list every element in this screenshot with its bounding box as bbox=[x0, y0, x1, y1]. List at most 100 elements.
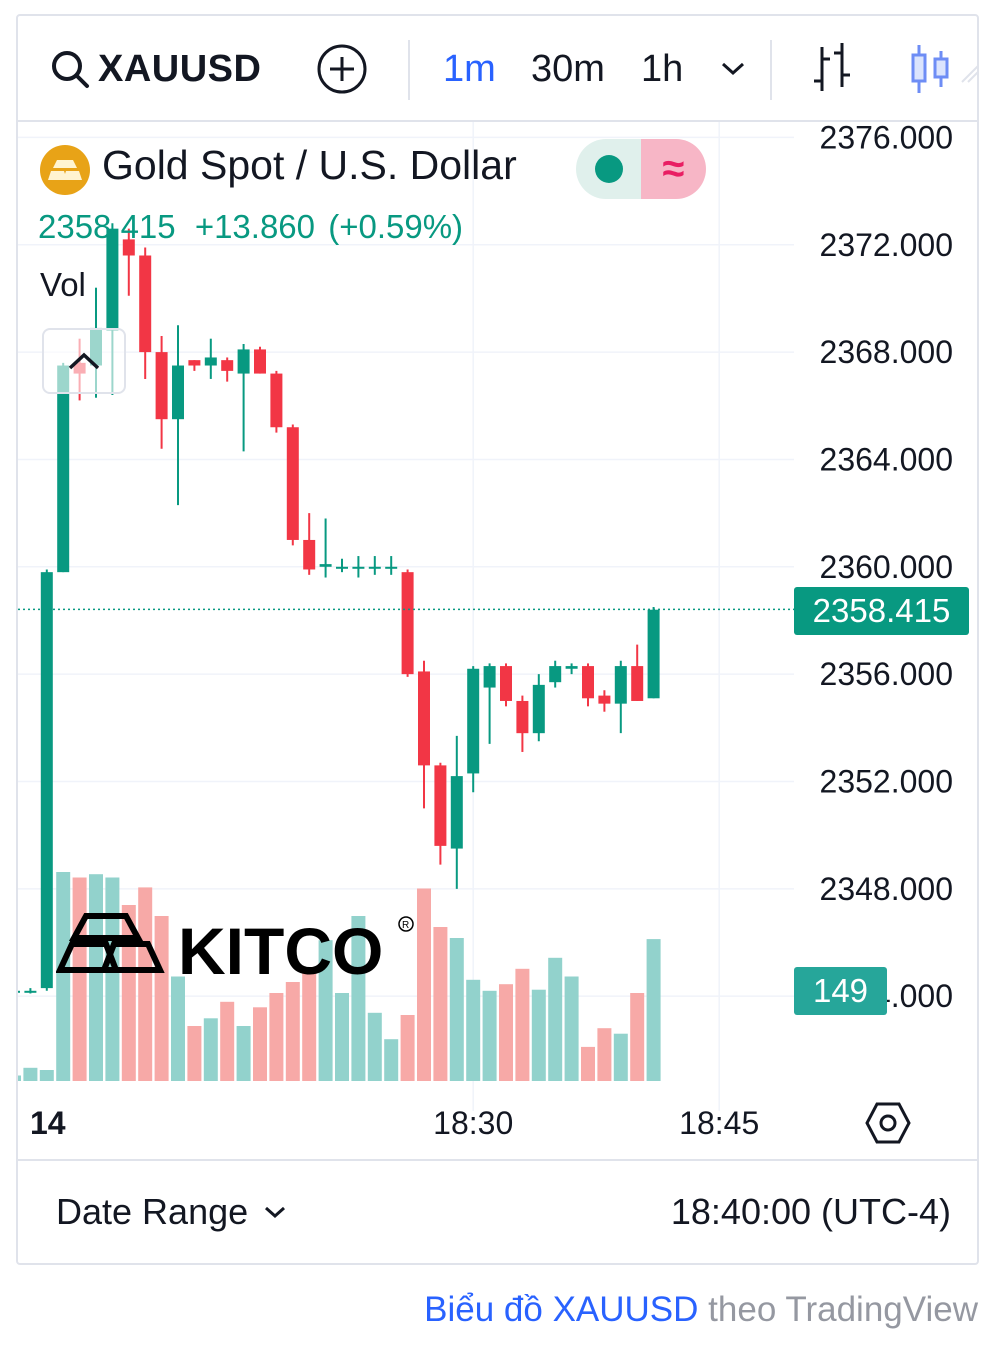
volume-bar bbox=[253, 1007, 267, 1081]
x-axis-tick-label: 18:30 bbox=[433, 1105, 513, 1141]
more-tools-icon[interactable] bbox=[960, 16, 980, 122]
candle-body bbox=[40, 572, 53, 989]
timeframe-1m[interactable]: 1m bbox=[443, 47, 496, 90]
candle-body bbox=[204, 357, 217, 366]
volume-bar bbox=[285, 982, 300, 1081]
candle-body bbox=[106, 228, 119, 331]
collapse-legend-button[interactable] bbox=[42, 328, 126, 394]
candle-body bbox=[385, 566, 398, 569]
fade-lines-icon bbox=[961, 65, 979, 83]
y-axis-tick-label: 2348.000 bbox=[820, 871, 953, 907]
candle-body bbox=[336, 566, 348, 569]
candle-body bbox=[418, 671, 430, 766]
chart-toolbar: XAUUSD 1m 30m 1h bbox=[18, 16, 980, 122]
candle-body bbox=[582, 666, 594, 699]
volume-bar bbox=[138, 887, 153, 1081]
volume-bar bbox=[302, 971, 317, 1081]
volume-bar bbox=[236, 1026, 251, 1081]
compare-button[interactable] bbox=[316, 16, 368, 122]
symbol-search[interactable]: XAUUSD bbox=[50, 16, 261, 122]
kitco-wordmark: KITCO bbox=[178, 914, 383, 982]
y-axis-tick-label: 2372.000 bbox=[820, 227, 953, 263]
kitco-logo-icon: KITCO R bbox=[55, 913, 414, 988]
candle-body bbox=[155, 352, 168, 420]
candle-body bbox=[467, 668, 480, 774]
timeframe-30m[interactable]: 30m bbox=[531, 47, 605, 90]
green-dot-icon bbox=[594, 155, 623, 183]
volume-bar bbox=[220, 1001, 235, 1081]
candlestick-chart[interactable]: 2376.000 2372.000 2368.000 2364.000 2360.000… bbox=[18, 122, 977, 1162]
volume-bar bbox=[367, 1012, 382, 1081]
volume-bar bbox=[56, 872, 71, 1081]
chevron-down-icon bbox=[721, 62, 745, 76]
volume-bar bbox=[269, 993, 284, 1081]
candle-body bbox=[237, 349, 250, 374]
volume-bar bbox=[171, 976, 185, 1081]
candle-body bbox=[18, 990, 20, 993]
search-icon bbox=[52, 51, 89, 88]
candle-body bbox=[319, 564, 332, 567]
candle-body bbox=[631, 666, 644, 701]
settings-icon[interactable] bbox=[865, 1100, 911, 1146]
svg-text:R: R bbox=[402, 920, 409, 931]
candle-body bbox=[352, 566, 365, 569]
volume-bar bbox=[466, 979, 481, 1081]
volume-bar bbox=[105, 877, 120, 1081]
volume-bar bbox=[482, 990, 497, 1081]
candle-body bbox=[401, 572, 414, 675]
toolbar-divider bbox=[770, 40, 772, 100]
kitco-watermark: KITCO R bbox=[55, 910, 416, 988]
date-range-button[interactable]: Date Range bbox=[56, 1161, 288, 1263]
volume-bar bbox=[581, 1046, 595, 1081]
legend-quote: 2358.415 +13.860 (+0.59%) bbox=[38, 208, 463, 246]
candle-body bbox=[549, 666, 562, 683]
candle-body bbox=[368, 566, 381, 569]
volume-bar bbox=[449, 938, 464, 1081]
timezone-clock[interactable]: 18:40:00 (UTC-4) bbox=[670, 1191, 951, 1232]
chart-area[interactable]: 2376.000 2372.000 2368.000 2364.000 2360.000… bbox=[18, 122, 977, 1162]
candle-body bbox=[516, 700, 529, 734]
attribution-link[interactable]: Biểu đồ XAUUSD bbox=[424, 1290, 699, 1329]
market-status-pill[interactable]: ≈ bbox=[576, 139, 706, 199]
volume-bar bbox=[433, 927, 448, 1081]
x-axis-tick-label: 14 bbox=[30, 1105, 66, 1141]
volume-bar bbox=[89, 874, 103, 1081]
volume-bar bbox=[39, 1070, 54, 1081]
candle-body bbox=[303, 539, 316, 570]
candle-style-button[interactable] bbox=[906, 16, 956, 122]
candle-body bbox=[483, 666, 496, 688]
timeframe-dropdown[interactable] bbox=[718, 16, 748, 122]
volume-bar bbox=[121, 905, 136, 1081]
x-axis-tick-label: 18:45 bbox=[679, 1105, 759, 1141]
volume-tag: 149 bbox=[794, 967, 887, 1015]
volume-bar bbox=[564, 976, 579, 1081]
volume-bar bbox=[23, 1067, 38, 1081]
candle-body bbox=[172, 365, 184, 420]
candle-body bbox=[532, 684, 545, 734]
market-open-indicator bbox=[576, 139, 641, 199]
y-axis-tick-label: 2368.000 bbox=[820, 334, 953, 370]
candle-body bbox=[221, 360, 234, 371]
volume-bar bbox=[597, 1028, 612, 1081]
volume-bar bbox=[499, 984, 513, 1081]
volume-bar bbox=[18, 1075, 21, 1081]
volume-bar bbox=[335, 993, 349, 1081]
chevron-up-icon bbox=[68, 352, 100, 370]
chart-footer: Date Range 18:40:00 (UTC-4) bbox=[18, 1159, 977, 1263]
price-change-pct: (+0.59%) bbox=[328, 208, 464, 245]
volume-bar bbox=[646, 939, 661, 1081]
chart-widget: XAUUSD 1m 30m 1h bbox=[16, 14, 979, 1265]
chevron-down-icon bbox=[265, 1206, 286, 1219]
timeframe-1h[interactable]: 1h bbox=[641, 47, 684, 90]
candle-body bbox=[254, 349, 266, 374]
volume-bar bbox=[548, 957, 563, 1081]
y-axis-tick-label: 2356.000 bbox=[820, 656, 953, 692]
volume-bar bbox=[417, 888, 431, 1081]
symbol-name: XAUUSD bbox=[98, 47, 262, 90]
attribution-text: theo TradingView bbox=[708, 1290, 978, 1329]
candle-body bbox=[139, 255, 152, 353]
volume-bar bbox=[613, 1033, 628, 1081]
bar-style-button[interactable] bbox=[808, 16, 858, 122]
candle-body bbox=[434, 765, 447, 846]
candle-body bbox=[270, 373, 283, 428]
